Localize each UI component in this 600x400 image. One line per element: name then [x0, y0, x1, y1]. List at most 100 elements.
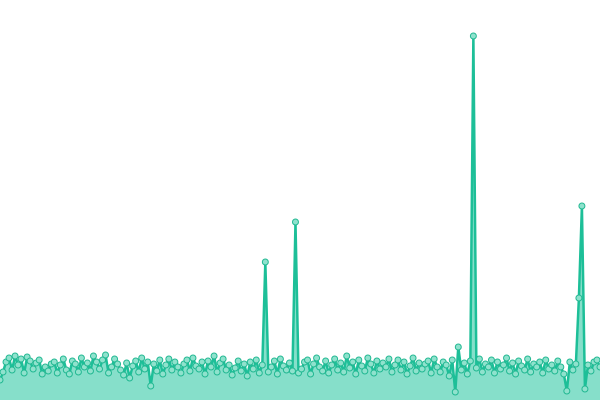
- data-point: [373, 357, 381, 365]
- data-point: [159, 370, 167, 378]
- data-point: [231, 364, 239, 372]
- data-point: [291, 218, 299, 226]
- data-point: [168, 366, 176, 374]
- data-point: [539, 369, 547, 377]
- series-line: [0, 34, 600, 394]
- data-point: [83, 359, 91, 367]
- data-point: [29, 365, 37, 373]
- data-point: [427, 369, 435, 377]
- data-point: [533, 363, 541, 371]
- data-point: [343, 352, 351, 360]
- data-point: [451, 388, 459, 396]
- data-point: [542, 356, 550, 364]
- data-point: [204, 357, 212, 365]
- data-point: [288, 367, 296, 375]
- data-point: [132, 357, 140, 365]
- data-point: [162, 361, 170, 369]
- data-point: [376, 365, 384, 373]
- data-point: [5, 354, 13, 362]
- data-point: [120, 371, 128, 379]
- data-point: [367, 360, 375, 368]
- area-fill: [0, 36, 600, 400]
- data-point: [454, 343, 462, 351]
- data-point: [126, 374, 134, 382]
- data-point: [258, 361, 266, 369]
- data-point: [346, 364, 354, 372]
- data-point: [557, 363, 565, 371]
- data-point: [92, 358, 100, 366]
- data-point: [77, 354, 85, 362]
- data-point: [144, 358, 152, 366]
- data-point: [406, 362, 414, 370]
- data-point: [310, 360, 318, 368]
- data-point: [38, 370, 46, 378]
- data-point: [361, 367, 369, 375]
- data-point: [249, 365, 257, 373]
- data-point: [334, 366, 342, 374]
- data-point: [153, 367, 161, 375]
- data-point: [433, 363, 441, 371]
- data-point: [469, 32, 477, 40]
- data-point: [207, 363, 215, 371]
- data-point: [593, 356, 600, 364]
- data-point: [141, 365, 149, 373]
- data-point: [243, 372, 251, 380]
- data-point: [581, 385, 589, 393]
- data-point: [391, 361, 399, 369]
- data-point: [313, 354, 321, 362]
- data-point: [183, 356, 191, 364]
- data-point: [86, 367, 94, 375]
- data-point: [0, 368, 7, 376]
- data-point: [14, 361, 22, 369]
- data-point: [222, 366, 230, 374]
- data-point: [246, 358, 254, 366]
- data-point: [319, 367, 327, 375]
- data-point: [138, 354, 146, 362]
- data-point: [448, 356, 456, 364]
- data-point: [436, 368, 444, 376]
- data-point: [304, 356, 312, 364]
- data-point: [500, 361, 508, 369]
- data-point: [403, 370, 411, 378]
- data-point: [397, 366, 405, 374]
- data-point: [337, 359, 345, 367]
- data-point: [20, 369, 28, 377]
- data-point: [252, 356, 260, 364]
- data-point: [569, 366, 577, 374]
- data-point: [240, 360, 248, 368]
- data-point: [400, 358, 408, 366]
- data-point: [102, 351, 110, 359]
- data-point: [201, 370, 209, 378]
- data-point: [74, 368, 82, 376]
- data-point: [415, 359, 423, 367]
- data-point: [509, 359, 517, 367]
- data-point: [0, 376, 4, 384]
- data-point: [418, 365, 426, 373]
- data-point: [340, 368, 348, 376]
- data-point: [298, 365, 306, 373]
- data-point: [560, 370, 568, 378]
- data-point: [506, 367, 514, 375]
- data-point: [44, 367, 52, 375]
- data-point: [219, 355, 227, 363]
- data-point: [11, 352, 19, 360]
- data-point: [515, 357, 523, 365]
- data-point: [484, 363, 492, 371]
- data-point: [578, 202, 586, 210]
- data-point: [171, 358, 179, 366]
- data-point: [189, 354, 197, 362]
- data-point: [385, 355, 393, 363]
- data-point: [349, 358, 357, 366]
- data-point: [264, 368, 272, 376]
- data-point: [35, 356, 43, 364]
- data-point: [536, 358, 544, 366]
- data-point: [355, 356, 363, 364]
- data-point: [225, 361, 233, 369]
- data-point: [409, 354, 417, 362]
- data-point: [17, 355, 25, 363]
- data-point: [490, 369, 498, 377]
- data-point: [195, 365, 203, 373]
- data-point: [56, 361, 64, 369]
- data-point: [267, 363, 275, 371]
- data-point: [95, 365, 103, 373]
